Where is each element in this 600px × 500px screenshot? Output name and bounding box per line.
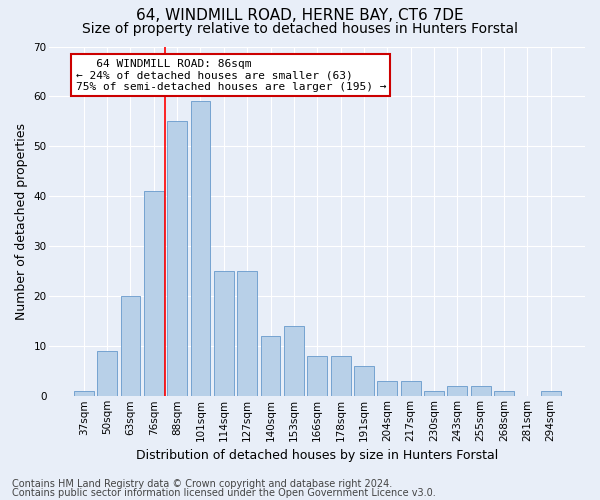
Bar [191,102,211,397]
Bar [377,382,397,396]
Bar [74,392,94,396]
Bar [354,366,374,396]
Text: 64 WINDMILL ROAD: 86sqm
← 24% of detached houses are smaller (63)
75% of semi-de: 64 WINDMILL ROAD: 86sqm ← 24% of detache… [76,58,386,92]
Bar [214,272,234,396]
Bar [97,352,117,397]
Bar [424,392,444,396]
Bar [237,272,257,396]
Bar [144,192,164,396]
Bar [307,356,327,397]
Bar [448,386,467,396]
Bar [284,326,304,396]
Bar [471,386,491,396]
Bar [331,356,350,397]
Bar [541,392,560,396]
Text: Size of property relative to detached houses in Hunters Forstal: Size of property relative to detached ho… [82,22,518,36]
Bar [121,296,140,396]
Bar [167,122,187,396]
Bar [401,382,421,396]
Bar [260,336,280,396]
Bar [494,392,514,396]
X-axis label: Distribution of detached houses by size in Hunters Forstal: Distribution of detached houses by size … [136,450,499,462]
Y-axis label: Number of detached properties: Number of detached properties [15,123,28,320]
Text: Contains public sector information licensed under the Open Government Licence v3: Contains public sector information licen… [12,488,436,498]
Text: Contains HM Land Registry data © Crown copyright and database right 2024.: Contains HM Land Registry data © Crown c… [12,479,392,489]
Text: 64, WINDMILL ROAD, HERNE BAY, CT6 7DE: 64, WINDMILL ROAD, HERNE BAY, CT6 7DE [136,8,464,22]
